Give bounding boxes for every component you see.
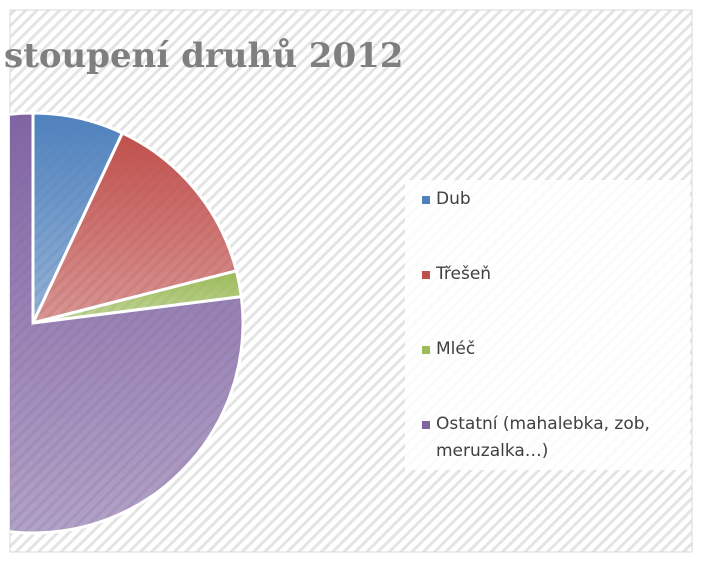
legend-swatch <box>422 346 430 354</box>
chart-title: stoupení druhů 2012 <box>4 36 403 76</box>
pie-slice <box>10 111 245 535</box>
legend-label: Ostatní (mahalebka, zob, meruzalka…) <box>436 414 650 461</box>
legend-label: Třešeň <box>436 264 492 284</box>
legend-label: Mléč <box>436 339 476 359</box>
legend-bg <box>405 180 690 470</box>
legend-label: Dub <box>436 189 471 209</box>
legend-swatch <box>422 196 430 204</box>
legend-swatch <box>422 271 430 279</box>
legend-swatch <box>422 421 430 429</box>
pie-slice <box>30 130 239 326</box>
